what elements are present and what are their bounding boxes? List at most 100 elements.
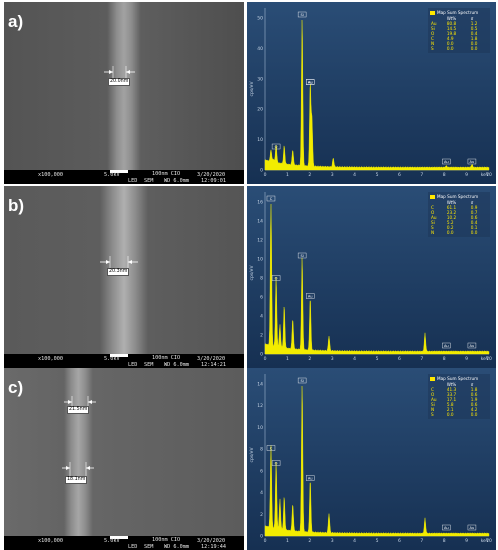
- sem-label: SEM: [144, 362, 154, 368]
- panel-label: a): [8, 12, 24, 31]
- legend-swatch: [430, 194, 435, 199]
- legend-title: Map Sum Spectrum: [437, 10, 479, 15]
- time: 12:19:44: [201, 544, 226, 550]
- peak-label-box: [271, 275, 281, 281]
- table-row: N 0.0 0.0: [431, 41, 478, 46]
- x-tick-label: 7: [420, 356, 423, 362]
- y-tick-label: 12: [257, 238, 263, 244]
- table-row: Si 5.2 0.4: [431, 220, 478, 225]
- peak-label-box: [297, 252, 307, 259]
- x-tick-label: 9: [465, 172, 468, 178]
- peak-label-box: [467, 524, 477, 531]
- peak-label: O: [275, 462, 278, 466]
- width-measurement: 21.5nm: [67, 406, 90, 414]
- table-row: N 2.1 4.2: [431, 407, 478, 412]
- table-row: N 0.0 0.0: [431, 230, 478, 235]
- x-axis-unit: keV: [481, 172, 490, 178]
- x-tick-label: 5: [376, 172, 379, 178]
- x-tick-label: 3: [331, 356, 334, 362]
- scale-bar: [110, 536, 128, 539]
- peak-label: Si: [300, 13, 303, 17]
- detector: LED: [128, 544, 138, 550]
- peak-label-box: [467, 342, 477, 349]
- sem-image: 20.3nm x100,000 5.0kV LED 100nm CIO 3/20…: [4, 186, 244, 368]
- x-axis-unit: keV: [481, 538, 490, 544]
- peak-label: Au: [470, 526, 475, 530]
- x-tick-label: 7: [420, 172, 423, 178]
- table-row: C 61.1 0.9: [431, 205, 478, 210]
- y-tick-label: 14: [257, 219, 263, 225]
- voltage: 5.0kV: [104, 356, 120, 362]
- legend-swatch: [430, 10, 435, 15]
- y-axis-label: cps/eV: [249, 81, 255, 97]
- sem-micrograph: [4, 2, 244, 170]
- peak-label: Au: [308, 81, 313, 85]
- peak-label-box: [306, 293, 315, 299]
- y-tick-label: 50: [257, 16, 263, 22]
- legend-swatch: [430, 376, 435, 381]
- panel-label: b): [8, 196, 25, 215]
- x-tick-label: 0: [264, 538, 267, 544]
- y-axis-label: cps/eV: [249, 265, 255, 281]
- y-tick-label: 10: [257, 257, 263, 263]
- scale-label: 100nm CIO: [152, 355, 181, 361]
- x-tick-label: 1: [286, 538, 289, 544]
- date: 3/20/2020: [197, 356, 226, 362]
- y-tick-label: 10: [257, 137, 263, 143]
- y-tick-label: 0: [260, 168, 263, 174]
- scale-label: 100nm CIO: [152, 171, 181, 177]
- time: 12:14:21: [201, 362, 226, 368]
- peak-label: C: [270, 447, 273, 451]
- table-row: S 0.0 0.0: [431, 412, 478, 417]
- peak-label: Au: [444, 526, 449, 530]
- eds-spectrum: 16 14 12 10 8 6 4 2 0 cps/eV 0 1 2 3 4 5 6 7 8 9 10 keV C O Si Au…: [247, 186, 496, 368]
- table-row: S 0.0 0.0: [431, 46, 478, 51]
- magnification: x100,000: [38, 538, 63, 544]
- peak-label-box: [266, 195, 276, 202]
- detector: LED: [128, 362, 138, 368]
- legend-title: Map Sum Spectrum: [437, 376, 479, 381]
- table-row: S 0.2 0.1: [431, 225, 478, 230]
- time: 12:09:01: [201, 178, 226, 184]
- table-row: Si 5.8 0.6: [431, 402, 478, 407]
- width-measurement: 20.0nm: [108, 78, 131, 86]
- composition-table: Wt% σ C 41.3 1.8 O 33.7 0.6 Au 17.1 1.9 Si 5.8 0.…: [430, 382, 488, 417]
- sem-info-bar: x100,000 5.0kV LED 100nm CIO 3/20/2020 S…: [4, 170, 244, 184]
- working-distance: WD 6.0mm: [164, 544, 189, 550]
- x-tick-label: 5: [376, 538, 379, 544]
- panel-c: c) 21.5nm 1 8: [0, 368, 498, 550]
- date: 3/20/2020: [197, 172, 226, 178]
- panel-b: b) 20.3nm x100,000 5.0kV LED: [0, 186, 498, 368]
- x-tick-label: 8: [443, 356, 446, 362]
- table-row: O 33.7 0.6: [431, 392, 478, 397]
- peak-label: Au: [470, 160, 475, 164]
- date: 3/20/2020: [197, 538, 226, 544]
- table-row: C 41.3 1.8: [431, 387, 478, 392]
- peak-label-box: [306, 475, 315, 481]
- detector: LED: [128, 178, 138, 184]
- y-tick-label: 6: [260, 468, 263, 474]
- peak-label-box: [306, 79, 315, 85]
- y-tick-label: 40: [257, 46, 263, 52]
- width-measurement: 20.3nm: [107, 268, 130, 276]
- magnification: x100,000: [38, 356, 63, 362]
- table-row: Au 10.2 0.6: [431, 215, 478, 220]
- peak-label-box: [442, 524, 451, 531]
- composition-table: Wt% σ Au 80.8 1.2 Si 14.5 0.5 O 19.8 0.4 C 4.9 1.…: [430, 16, 488, 51]
- peak-label-box: [297, 377, 307, 384]
- x-tick-label: 2: [308, 538, 311, 544]
- x-tick-label: 7: [420, 538, 423, 544]
- y-tick-label: 4: [260, 490, 263, 496]
- x-tick-label: 3: [331, 172, 334, 178]
- sem-micrograph: [4, 368, 244, 536]
- y-tick-label: 0: [260, 534, 263, 540]
- spectrum-curve: [264, 203, 490, 355]
- table-row: Au 17.1 1.9: [431, 397, 478, 402]
- width-measurement: 18.1nm: [65, 476, 88, 484]
- peak-label: O: [275, 277, 278, 281]
- x-tick-label: 6: [398, 172, 401, 178]
- spectrum-curve: [264, 19, 490, 171]
- sem-info-bar: x100,000 5.0kV LED 100nm CIO 3/20/2020 S…: [4, 536, 244, 550]
- eds-legend: Map Sum Spectrum Wt% σ C 61.1 0.9 O 23.2 0.7 …: [428, 192, 490, 237]
- sem-image: 21.5nm 18.1nm x100,000 5.0kV LED 100nm C…: [4, 368, 244, 550]
